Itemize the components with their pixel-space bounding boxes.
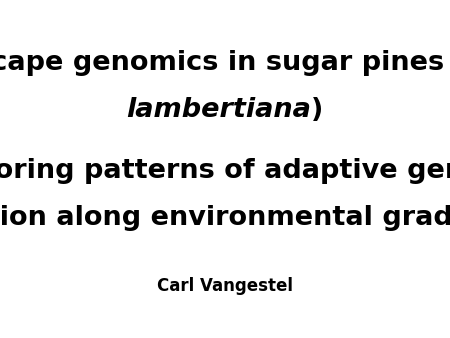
Text: Exploring patterns of adaptive genetic: Exploring patterns of adaptive genetic [0,158,450,184]
Text: ): ) [311,97,324,123]
Text: Landscape genomics in sugar pines (: Landscape genomics in sugar pines ( [0,50,450,75]
Text: Carl Vangestel: Carl Vangestel [157,276,293,295]
Text: variation along environmental gradients.: variation along environmental gradients. [0,205,450,231]
Text: lambertiana: lambertiana [126,97,311,123]
